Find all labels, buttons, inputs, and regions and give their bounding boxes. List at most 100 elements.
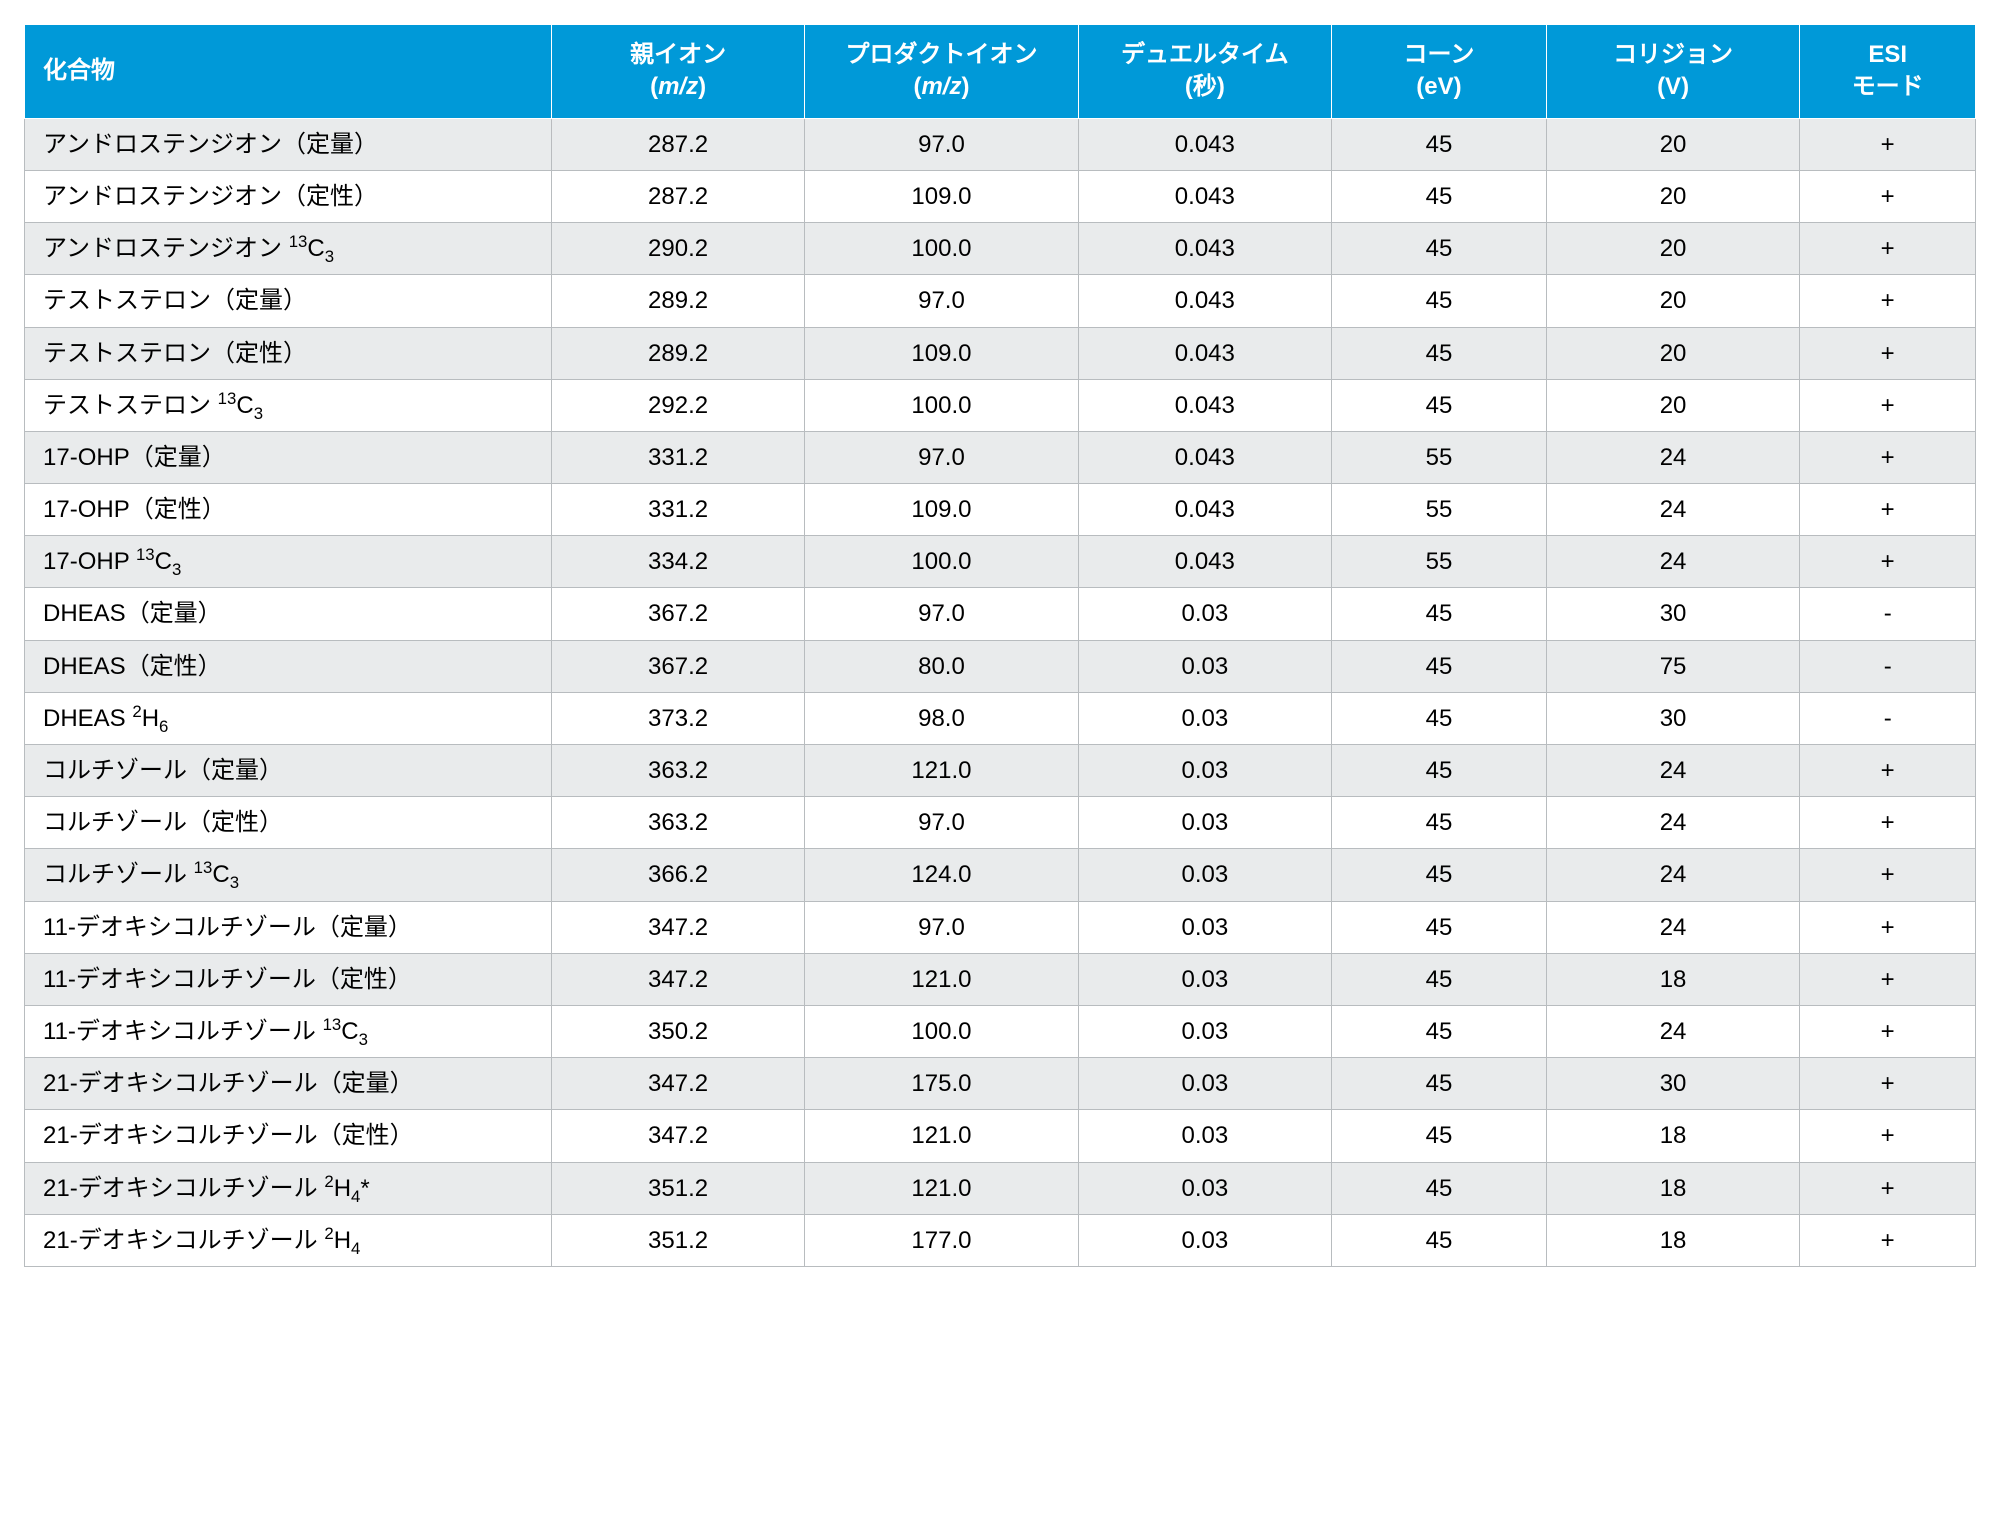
cell-dwell: 0.03 <box>1078 901 1332 953</box>
cell-esi: + <box>1800 484 1976 536</box>
table-row: 11-デオキシコルチゾール 13C3350.2100.00.034524+ <box>25 1005 1976 1057</box>
cell-dwell: 0.043 <box>1078 431 1332 483</box>
cell-parent: 366.2 <box>551 849 805 901</box>
table-row: コルチゾール（定性）363.297.00.034524+ <box>25 797 1976 849</box>
table-row: 21-デオキシコルチゾール（定性）347.2121.00.034518+ <box>25 1110 1976 1162</box>
cell-esi: + <box>1800 797 1976 849</box>
cell-dwell: 0.043 <box>1078 327 1332 379</box>
cell-compound: DHEAS（定性） <box>25 640 552 692</box>
cell-product: 100.0 <box>805 379 1078 431</box>
cell-collision: 20 <box>1546 223 1800 275</box>
header-dwell: デュエルタイム (秒) <box>1078 25 1332 119</box>
cell-cone: 45 <box>1332 953 1547 1005</box>
cell-compound: DHEAS（定量） <box>25 588 552 640</box>
cell-dwell: 0.043 <box>1078 275 1332 327</box>
table-header-row: 化合物 親イオン (m/z) プロダクトイオン (m/z) デュエルタイム (秒… <box>25 25 1976 119</box>
cell-compound: 21-デオキシコルチゾール（定性） <box>25 1110 552 1162</box>
cell-product: 97.0 <box>805 431 1078 483</box>
cell-esi: + <box>1800 275 1976 327</box>
cell-cone: 45 <box>1332 1162 1547 1214</box>
cell-dwell: 0.043 <box>1078 536 1332 588</box>
cell-collision: 20 <box>1546 275 1800 327</box>
cell-parent: 290.2 <box>551 223 805 275</box>
cell-esi: + <box>1800 536 1976 588</box>
cell-collision: 24 <box>1546 745 1800 797</box>
mrm-parameters-table: 化合物 親イオン (m/z) プロダクトイオン (m/z) デュエルタイム (秒… <box>24 24 1976 1267</box>
cell-dwell: 0.03 <box>1078 745 1332 797</box>
cell-dwell: 0.03 <box>1078 797 1332 849</box>
cell-cone: 45 <box>1332 640 1547 692</box>
table-row: アンドロステンジオン 13C3290.2100.00.0434520+ <box>25 223 1976 275</box>
table-row: 17-OHP（定量）331.297.00.0435524+ <box>25 431 1976 483</box>
cell-cone: 45 <box>1332 797 1547 849</box>
cell-collision: 24 <box>1546 1005 1800 1057</box>
header-product: プロダクトイオン (m/z) <box>805 25 1078 119</box>
table-row: テストステロン 13C3292.2100.00.0434520+ <box>25 379 1976 431</box>
cell-product: 97.0 <box>805 588 1078 640</box>
cell-product: 100.0 <box>805 223 1078 275</box>
header-collision-unit: (V) <box>1557 71 1790 103</box>
cell-product: 109.0 <box>805 484 1078 536</box>
cell-parent: 289.2 <box>551 275 805 327</box>
cell-esi: + <box>1800 327 1976 379</box>
cell-dwell: 0.03 <box>1078 692 1332 744</box>
table-row: コルチゾール 13C3366.2124.00.034524+ <box>25 849 1976 901</box>
cell-collision: 30 <box>1546 692 1800 744</box>
cell-cone: 55 <box>1332 484 1547 536</box>
table-row: 17-OHP 13C3334.2100.00.0435524+ <box>25 536 1976 588</box>
table-row: テストステロン（定性）289.2109.00.0434520+ <box>25 327 1976 379</box>
cell-esi: - <box>1800 640 1976 692</box>
cell-parent: 331.2 <box>551 431 805 483</box>
header-dwell-unit: (秒) <box>1089 71 1322 103</box>
cell-esi: + <box>1800 745 1976 797</box>
cell-esi: + <box>1800 953 1976 1005</box>
cell-compound: 21-デオキシコルチゾール 2H4* <box>25 1162 552 1214</box>
table-row: DHEAS（定量）367.297.00.034530- <box>25 588 1976 640</box>
header-cone-unit: (eV) <box>1342 71 1536 103</box>
header-cone-label: コーン <box>1404 41 1475 68</box>
cell-collision: 24 <box>1546 901 1800 953</box>
cell-collision: 18 <box>1546 1214 1800 1266</box>
cell-dwell: 0.03 <box>1078 640 1332 692</box>
cell-parent: 347.2 <box>551 1058 805 1110</box>
table-row: 11-デオキシコルチゾール（定性）347.2121.00.034518+ <box>25 953 1976 1005</box>
cell-product: 121.0 <box>805 953 1078 1005</box>
header-esi-unit: モード <box>1810 71 1965 103</box>
cell-collision: 30 <box>1546 1058 1800 1110</box>
cell-collision: 24 <box>1546 849 1800 901</box>
cell-product: 121.0 <box>805 745 1078 797</box>
cell-product: 177.0 <box>805 1214 1078 1266</box>
cell-collision: 20 <box>1546 379 1800 431</box>
cell-cone: 45 <box>1332 1005 1547 1057</box>
cell-dwell: 0.03 <box>1078 1214 1332 1266</box>
cell-compound: 11-デオキシコルチゾール（定量） <box>25 901 552 953</box>
cell-product: 121.0 <box>805 1162 1078 1214</box>
cell-compound: コルチゾール（定性） <box>25 797 552 849</box>
table-row: DHEAS 2H6373.298.00.034530- <box>25 692 1976 744</box>
cell-product: 98.0 <box>805 692 1078 744</box>
cell-parent: 350.2 <box>551 1005 805 1057</box>
cell-product: 175.0 <box>805 1058 1078 1110</box>
cell-parent: 347.2 <box>551 1110 805 1162</box>
cell-collision: 24 <box>1546 797 1800 849</box>
cell-dwell: 0.03 <box>1078 1110 1332 1162</box>
cell-product: 109.0 <box>805 327 1078 379</box>
cell-parent: 287.2 <box>551 170 805 222</box>
table-row: 21-デオキシコルチゾール 2H4351.2177.00.034518+ <box>25 1214 1976 1266</box>
table-row: 17-OHP（定性）331.2109.00.0435524+ <box>25 484 1976 536</box>
table-row: 11-デオキシコルチゾール（定量）347.297.00.034524+ <box>25 901 1976 953</box>
cell-parent: 351.2 <box>551 1162 805 1214</box>
cell-parent: 287.2 <box>551 118 805 170</box>
cell-compound: コルチゾール 13C3 <box>25 849 552 901</box>
header-dwell-label: デュエルタイム <box>1121 41 1289 68</box>
cell-collision: 75 <box>1546 640 1800 692</box>
table-body: アンドロステンジオン（定量）287.297.00.0434520+アンドロステン… <box>25 118 1976 1266</box>
cell-esi: + <box>1800 1110 1976 1162</box>
header-esi-label: ESI <box>1868 41 1907 68</box>
cell-parent: 331.2 <box>551 484 805 536</box>
cell-dwell: 0.03 <box>1078 1005 1332 1057</box>
cell-parent: 373.2 <box>551 692 805 744</box>
cell-product: 97.0 <box>805 901 1078 953</box>
cell-cone: 45 <box>1332 327 1547 379</box>
header-product-label: プロダクトイオン <box>845 41 1037 68</box>
